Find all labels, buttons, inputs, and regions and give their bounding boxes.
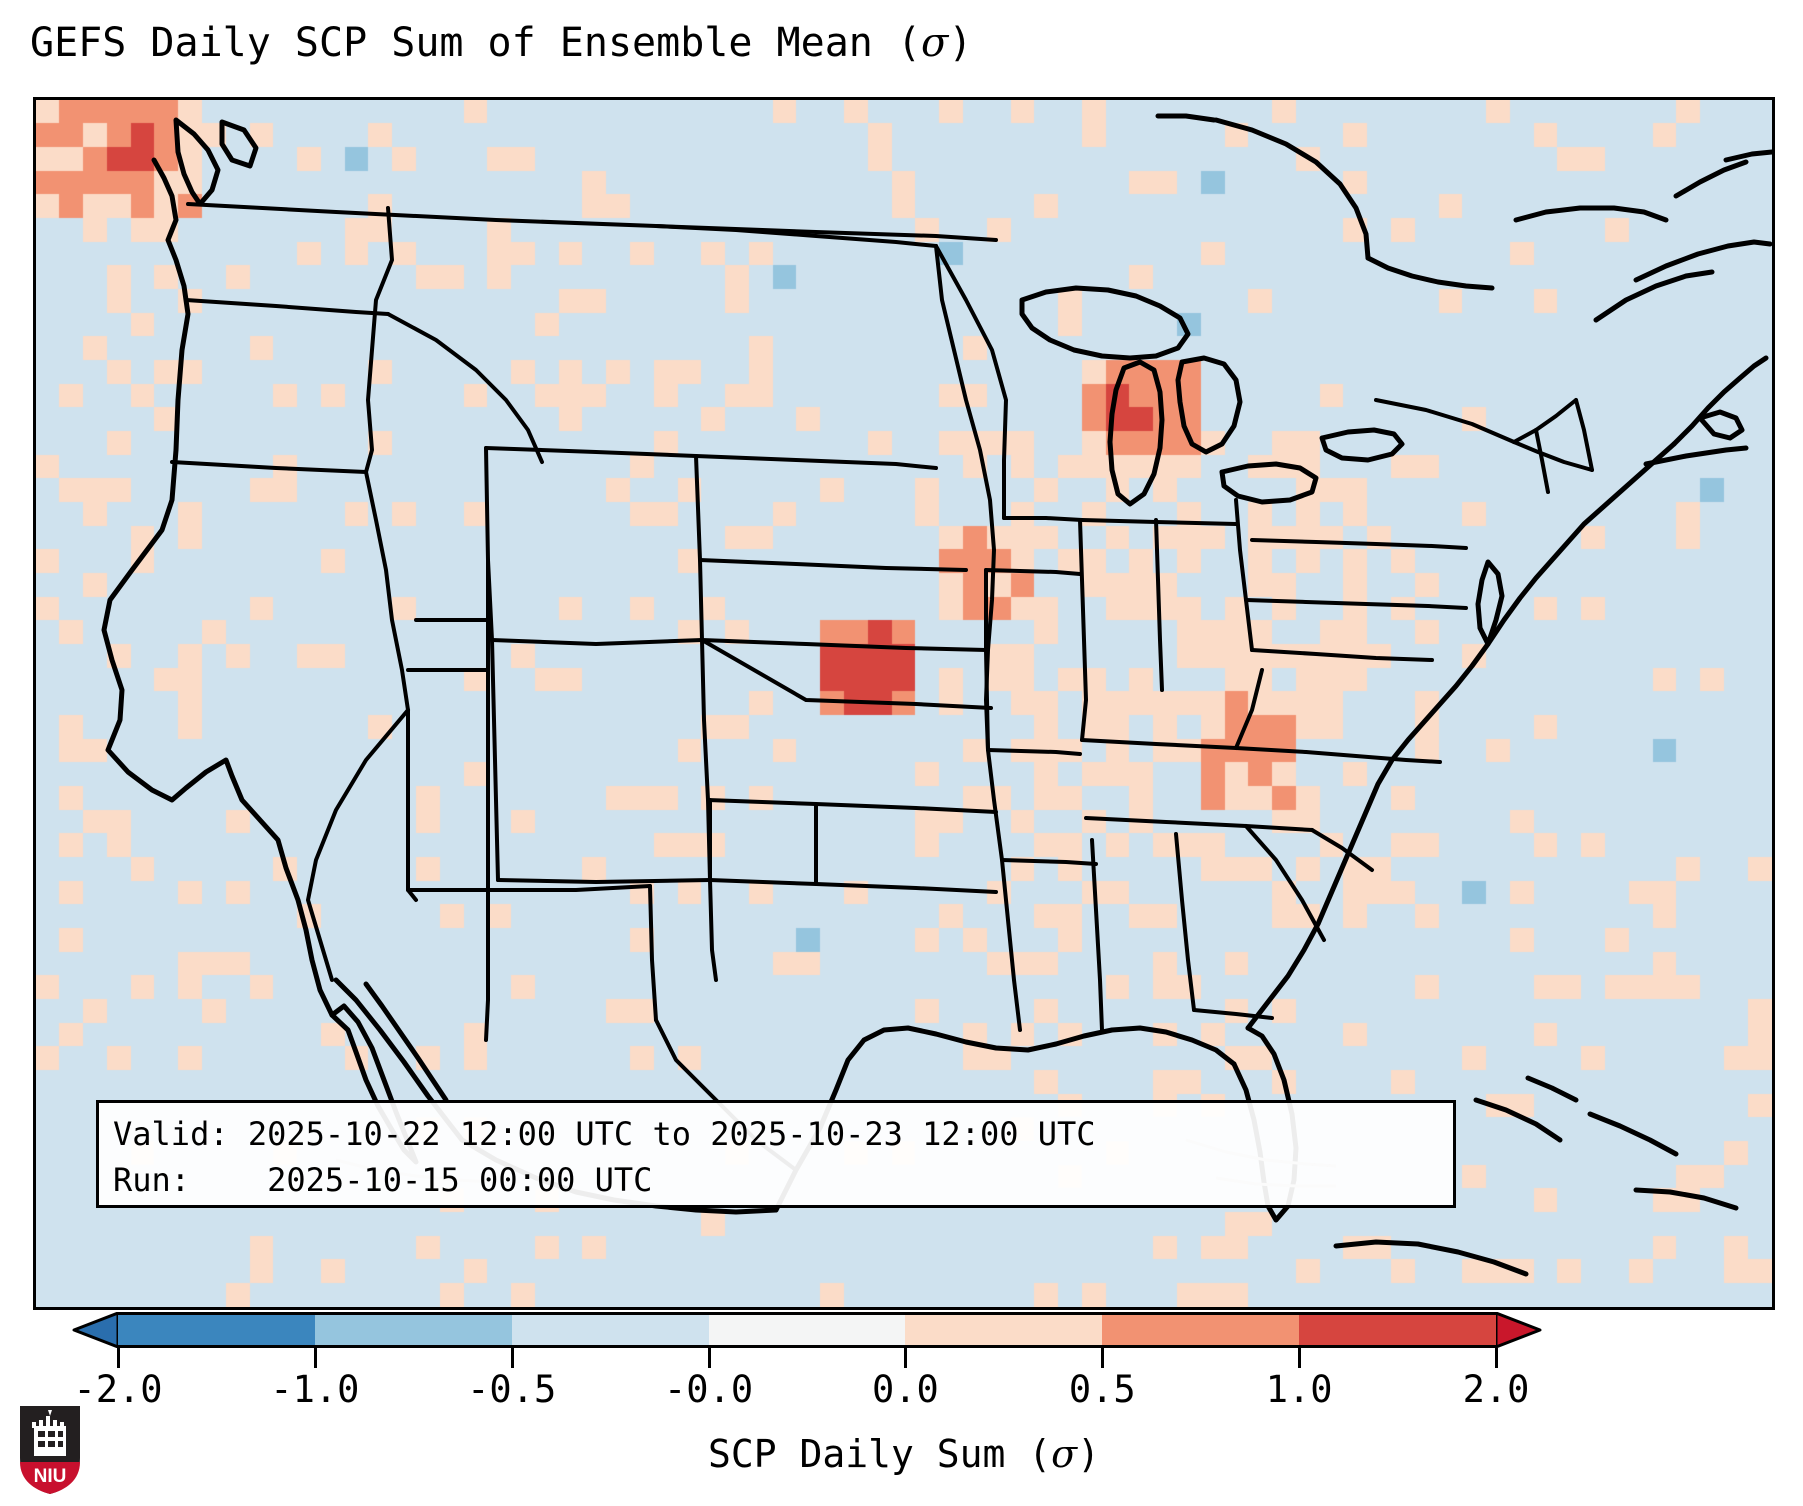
colorbar-tick-label-3: -0.0: [664, 1368, 754, 1411]
colorbar-tick-labels: -2.0 -1.0 -0.5 -0.0 0.0 0.5 1.0 2.0: [73, 1368, 1529, 1414]
colorbar-extend-low-arrow: [72, 1312, 118, 1348]
forecast-info-box: Valid: 2025-10-22 12:00 UTC to 2025-10-2…: [96, 1100, 1456, 1208]
colorbar-tick-5: [1101, 1348, 1105, 1368]
colorbar-tick-label-4: 0.0: [872, 1368, 939, 1411]
colorbar-tick-label-0: -2.0: [73, 1368, 163, 1411]
colorbar-segment-6: [1299, 1315, 1497, 1345]
page-title-text: GEFS Daily SCP Sum of Ensemble Mean (: [30, 20, 922, 66]
colorbar-tick-3: [707, 1348, 711, 1368]
colorbar-segment-1: [314, 1315, 512, 1345]
colorbar-segment-3: [708, 1315, 906, 1345]
colorbar-tick-7: [1495, 1348, 1498, 1368]
colorbar-tick-label-1: -1.0: [270, 1368, 360, 1411]
colorbar-tick-label-6: 1.0: [1265, 1368, 1333, 1411]
niu-logo-text: NIU: [34, 1466, 67, 1487]
colorbar-segment-5: [1102, 1315, 1300, 1345]
colorbar-tick-label-2: -0.5: [467, 1368, 557, 1411]
colorbar-segment-0: [118, 1315, 315, 1345]
colorbar-tick-6: [1298, 1348, 1302, 1368]
valid-period-text: Valid: 2025-10-22 12:00 UTC to 2025-10-2…: [113, 1115, 1096, 1153]
colorbar-tick-label-5: 0.5: [1068, 1368, 1136, 1411]
colorbar-tick-label-7: 2.0: [1462, 1368, 1530, 1411]
page-title-tail: ): [948, 20, 973, 66]
model-run-text: Run: 2025-10-15 00:00 UTC: [113, 1161, 653, 1199]
colorbar-segment-2: [511, 1315, 709, 1345]
colorbar-sigma-symbol: σ: [1051, 1432, 1078, 1476]
colorbar-axis-label-tail: ): [1077, 1432, 1100, 1476]
colorbar-tick-4: [904, 1348, 908, 1368]
colorbar-ticks: [117, 1348, 1498, 1368]
colorbar-axis-label-text: SCP Daily Sum (: [707, 1432, 1052, 1476]
niu-castle-windows: [38, 1431, 63, 1447]
niu-logo: NIU: [20, 1406, 80, 1494]
colorbar-tick-0: [117, 1348, 120, 1368]
state-boundary-paths: [170, 202, 1594, 1172]
colorbar[interactable]: -2.0 -1.0 -0.5 -0.0 0.0 0.5 1.0 2.0: [33, 1312, 1775, 1411]
colorbar-segment-4: [905, 1315, 1103, 1345]
colorbar-tick-1: [313, 1348, 317, 1368]
niu-shield-band: [20, 1462, 80, 1494]
page-title: GEFS Daily SCP Sum of Ensemble Mean (σ): [30, 20, 972, 66]
sigma-symbol: σ: [921, 20, 949, 66]
colorbar-tick-2: [510, 1348, 514, 1368]
colorbar-extend-high-arrow: [1496, 1312, 1542, 1348]
colorbar-gradient[interactable]: [118, 1312, 1497, 1348]
colorbar-axis-label: SCP Daily Sum (σ): [33, 1432, 1775, 1476]
map-panel[interactable]: Valid: 2025-10-22 12:00 UTC to 2025-10-2…: [33, 97, 1775, 1310]
